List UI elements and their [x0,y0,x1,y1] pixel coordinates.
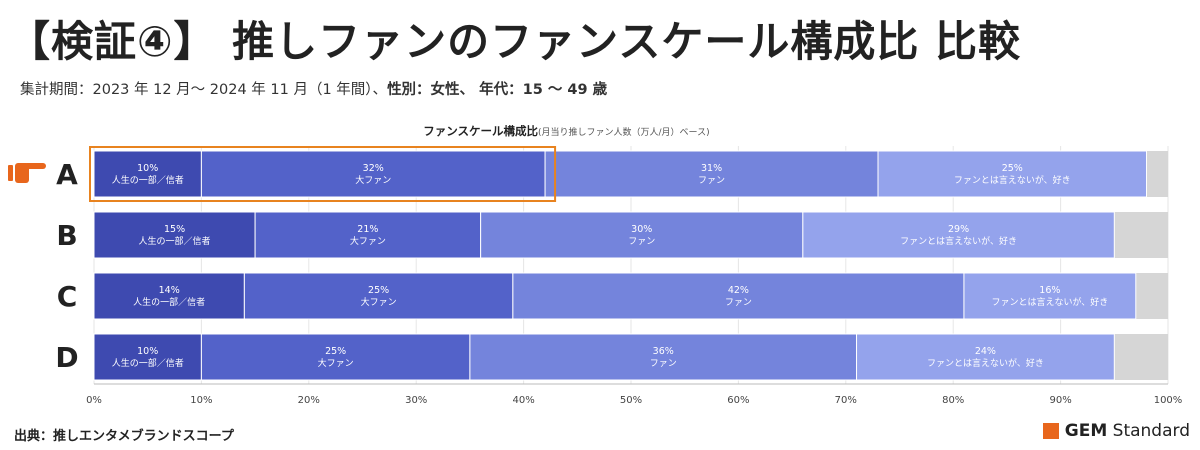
logo-text: GEM Standard [1065,421,1190,441]
bar-segment [254,211,482,259]
segment-label: 人生の一部／信者 [112,174,184,186]
segment-label: ファン [725,298,752,308]
x-tick-label: 60% [727,395,749,406]
data-label: 14% [159,285,180,296]
bar-segment [512,272,965,320]
x-tick-label: 70% [835,395,857,406]
data-label: 24% [975,346,996,357]
x-tick-label: 10% [190,395,212,406]
filter-text: 性別：女性、 年代：15 ～ 49 歳 [387,82,608,98]
data-label: 25% [325,346,346,357]
segment-label: ファンとは言えないが、好き [954,174,1071,186]
bar-segment [877,150,1148,198]
segment-label: ファンとは言えないが、好き [900,235,1017,247]
segment-label: 人生の一部／信者 [112,357,184,369]
bar-segment [802,211,1115,259]
segment-label: ファンとは言えないが、好き [991,296,1108,308]
segment-label: ファン [698,176,725,186]
data-label: 10% [137,163,158,174]
bar-segment [200,333,471,381]
bar-segment [93,150,202,198]
period-text: 集計期間：2023 年 12 月～ 2024 年 11 月（1 年間）、 [20,82,388,98]
bar-segment [480,211,804,259]
segment-label: 人生の一部／信者 [133,296,205,308]
x-tick-label: 50% [620,395,642,406]
segment-label: 人生の一部／信者 [139,235,211,247]
chart-title: ファンスケール構成比 [423,124,538,138]
segment-label: 大ファン [361,296,397,308]
logo-mark-icon [1042,423,1059,439]
category-label: D [55,341,78,374]
bar-segment [963,272,1137,320]
data-label: 29% [948,224,969,235]
highlight-frame [89,146,557,202]
data-label: 31% [701,163,722,174]
source-note: 出典：推しエンタメブランドスコープ [14,429,234,444]
chart-title-note: (月当り推しファン人数（万人/月）ベース) [538,126,710,138]
x-tick-label: 90% [1049,395,1071,406]
data-label: 25% [368,285,389,296]
data-label: 15% [164,224,185,235]
x-tick-label: 80% [942,395,964,406]
data-label: 21% [357,224,378,235]
x-tick-label: 20% [298,395,320,406]
bar-segment [243,272,514,320]
x-tick-label: 0% [86,395,102,406]
segment-label: ファン [650,359,677,369]
segment-label: 大ファン [350,235,386,247]
logo-text-bold: GEM [1064,421,1108,441]
x-tick-label: 100% [1154,395,1183,406]
page-title: 【検証④】 推しファンのファンスケール構成比 比較 [8,17,1021,66]
logo-text-rest: Standard [1107,421,1190,441]
segment-label: 大ファン [355,174,391,186]
bar-segment [93,211,256,259]
segment-label: ファン [628,237,655,247]
data-label: 32% [363,163,384,174]
bar-segment [469,333,858,381]
bar-segment [200,150,546,198]
category-label: B [56,219,77,252]
data-label: 36% [653,346,674,357]
bar-segment [93,272,245,320]
data-label: 16% [1039,285,1060,296]
bar-segment [544,150,879,198]
data-label: 30% [631,224,652,235]
segment-label: ファンとは言えないが、好き [927,357,1044,369]
page-subtitle: 集計期間：2023 年 12 月～ 2024 年 11 月（1 年間）、性別：女… [20,78,607,99]
x-tick-label: 40% [512,395,534,406]
category-label: A [56,158,78,191]
data-label: 42% [728,285,749,296]
x-tick-label: 30% [405,395,427,406]
pointing-hand-icon [8,163,46,183]
data-label: 10% [137,346,158,357]
bar-segment [856,333,1115,381]
bar-segment [93,333,202,381]
category-label: C [57,280,78,313]
segment-label: 大ファン [318,357,354,369]
brand-logo: GEM Standard [1042,421,1190,441]
data-label: 25% [1002,163,1023,174]
